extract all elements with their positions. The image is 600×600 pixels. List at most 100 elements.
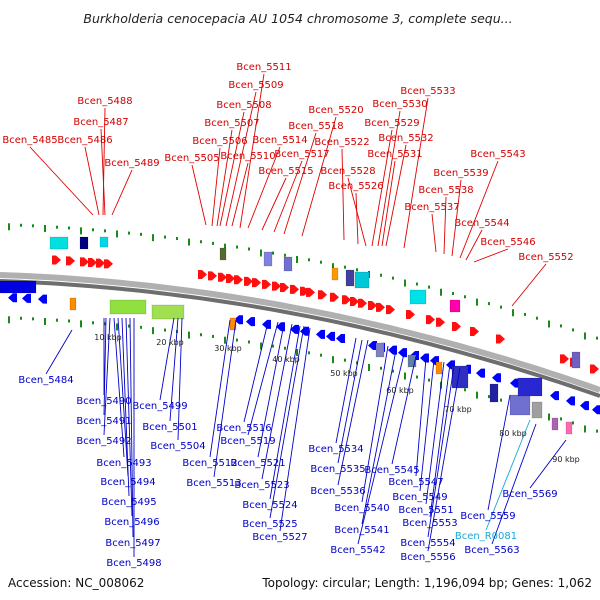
gene-block [565, 421, 573, 435]
gene-block [331, 267, 339, 281]
backbone-inner [0, 279, 600, 398]
outer-tick-row [8, 223, 10, 231]
outer-tick-row [188, 238, 190, 246]
inner-tick-row [164, 328, 166, 332]
gene-label-bottom: Bcen_5554 [400, 538, 455, 549]
leader-line [129, 317, 134, 538]
leader-line [177, 317, 183, 441]
gene-label-bottom: Bcen_R0081 [455, 531, 517, 542]
forward-gene-arrow [208, 271, 217, 281]
outer-tick-row [140, 232, 142, 236]
gene-label-bottom: Bcen_5527 [252, 532, 307, 543]
scale-tick-label: 10 kbp [94, 333, 122, 342]
outer-tick-row [152, 234, 154, 242]
inner-tick-row [344, 358, 346, 362]
inner-tick-row [212, 334, 214, 338]
gene-label-top: Bcen_5506 [192, 136, 247, 147]
gene-label-top: Bcen_5489 [104, 158, 159, 169]
gene-block [49, 236, 69, 250]
leader-line [169, 317, 179, 422]
leader-line [121, 317, 130, 497]
gene-label-bottom: Bcen_5494 [100, 477, 155, 488]
leader-line [29, 146, 94, 216]
forward-gene-arrow [280, 283, 289, 293]
leader-line [485, 419, 531, 531]
outer-tick-row [236, 245, 238, 249]
gene-label-bottom: Bcen_5513 [186, 478, 241, 489]
reverse-gene-arrow [368, 341, 377, 351]
leader-line [247, 146, 281, 229]
gene-block [69, 297, 77, 311]
inner-tick-row [392, 369, 394, 373]
forward-gene-arrow [436, 317, 445, 327]
outer-tick-row [464, 295, 466, 299]
leader-line [419, 359, 435, 492]
inner-tick-row [128, 324, 130, 328]
leader-line [269, 325, 301, 500]
gene-label-top: Bcen_5517 [274, 149, 329, 160]
outer-tick-row [488, 302, 490, 306]
outer-tick-row [92, 228, 94, 232]
gene-label-top: Bcen_5529 [364, 118, 419, 129]
forward-gene-arrow [198, 269, 207, 279]
inner-tick-row [116, 323, 118, 331]
gene-label-bottom: Bcen_5492 [76, 436, 131, 447]
leader-line [209, 319, 231, 458]
gene-label-top: Bcen_5526 [328, 181, 383, 192]
gene-label-bottom: Bcen_5540 [334, 503, 389, 514]
leader-line [385, 144, 407, 247]
leader-line [491, 423, 537, 545]
gene-block [229, 317, 237, 331]
inner-tick-row [272, 344, 274, 348]
gene-label-top: Bcen_5485 [2, 135, 57, 146]
leader-line [355, 192, 359, 245]
gene-block [489, 383, 499, 403]
leader-line [231, 162, 249, 227]
outer-tick-row [524, 312, 526, 316]
outer-tick-row [356, 268, 358, 272]
gene-label-top: Bcen_5537 [404, 202, 459, 213]
gene-label-top: Bcen_5511 [236, 62, 291, 73]
leader-line [361, 349, 397, 525]
inner-tick-row [152, 327, 154, 335]
inner-tick-row [500, 398, 502, 402]
leader-line [381, 160, 396, 247]
gene-label-top: Bcen_5552 [518, 252, 573, 263]
leader-line [487, 394, 511, 511]
leader-line [337, 339, 369, 486]
forward-gene-arrow [80, 257, 89, 267]
outer-tick-row [200, 240, 202, 244]
gene-block [435, 361, 443, 375]
leader-line [529, 439, 567, 489]
reverse-gene-arrow [592, 405, 600, 415]
inner-tick-row [20, 316, 22, 320]
leader-line [465, 229, 483, 261]
map-title: Burkholderia cenocepacia AU 1054 chromos… [83, 11, 512, 26]
scale-tick-label: 20 kbp [156, 338, 184, 347]
inner-tick-row [248, 340, 250, 344]
inner-tick-row [8, 316, 10, 324]
gene-label-bottom: Bcen_5497 [105, 538, 160, 549]
leader-line [103, 317, 111, 436]
leader-line [113, 317, 125, 458]
forward-gene-arrow [88, 257, 97, 267]
leader-line [191, 164, 207, 226]
leader-line [273, 160, 303, 233]
inner-tick-row [596, 429, 598, 433]
outer-tick-row [260, 249, 262, 257]
leader-line [431, 213, 437, 253]
gene-label-bottom: Bcen_5549 [392, 492, 447, 503]
leader-line [347, 177, 367, 247]
inner-tick-row [44, 317, 46, 325]
reverse-gene-arrow [492, 373, 501, 383]
outer-tick-row [308, 258, 310, 262]
inner-tick-row [560, 417, 562, 421]
forward-gene-arrow [252, 278, 261, 288]
forward-gene-arrow [350, 296, 359, 306]
leader-line [429, 363, 451, 518]
gene-label-bottom: Bcen_5569 [502, 489, 557, 500]
inner-tick-row [284, 346, 286, 350]
gene-label-bottom: Bcen_5545 [364, 465, 419, 476]
gene-label-top: Bcen_5543 [470, 149, 525, 160]
